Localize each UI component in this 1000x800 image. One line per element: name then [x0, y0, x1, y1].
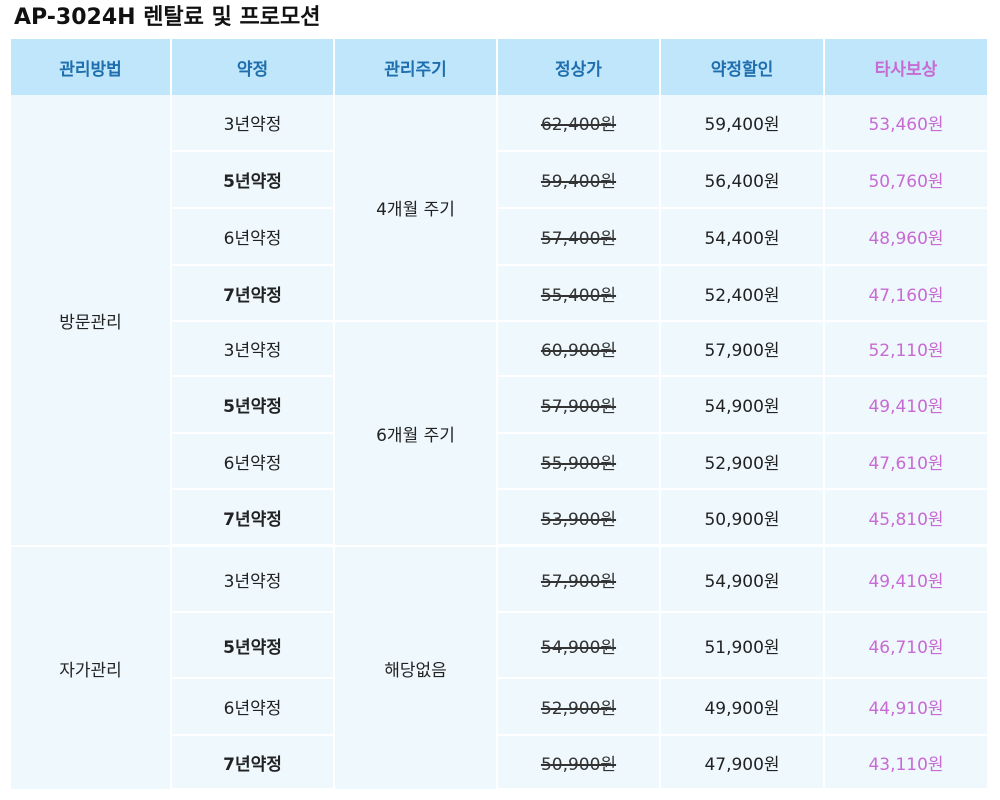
- pricing-table: 관리방법 약정 관리주기 정상가 약정할인 타사보상 방문관리 3년약정 4개월 주…: [11, 39, 989, 791]
- cell-other-compensation-price: 45,810원: [825, 490, 989, 547]
- table-row: 6년약정 57,400원 54,400원 48,960원: [11, 209, 989, 266]
- table-row: 7년약정 50,900원 47,900원 43,110원: [11, 736, 989, 791]
- cell-list-price: 57,400원: [498, 209, 661, 266]
- list-price-strikethrough: 52,900원: [540, 699, 617, 719]
- table-row: 6년약정 52,900원 49,900원 44,910원: [11, 679, 989, 736]
- header-contract: 약정: [172, 39, 335, 95]
- cell-other-compensation-price: 49,410원: [825, 377, 989, 434]
- cell-cycle: 6개월 주기: [335, 322, 498, 547]
- cell-contract: 6년약정: [172, 679, 335, 736]
- cell-cycle: 4개월 주기: [335, 95, 498, 322]
- cell-other-compensation-price: 43,110원: [825, 736, 989, 791]
- cell-discount-price: 49,900원: [661, 679, 825, 736]
- table-header-row: 관리방법 약정 관리주기 정상가 약정할인 타사보상: [11, 39, 989, 95]
- cell-list-price: 54,900원: [498, 613, 661, 679]
- header-other-compensation: 타사보상: [825, 39, 989, 95]
- cell-contract: 3년약정: [172, 95, 335, 152]
- cell-contract: 5년약정: [172, 613, 335, 679]
- table-body: 방문관리 3년약정 4개월 주기 62,400원 59,400원 53,460원 5년약정 5…: [11, 95, 989, 791]
- cell-other-compensation-price: 49,410원: [825, 547, 989, 613]
- table-row: 6년약정 55,900원 52,900원 47,610원: [11, 434, 989, 490]
- list-price-strikethrough: 50,900원: [540, 754, 617, 775]
- cell-method: 방문관리: [11, 95, 172, 547]
- list-price-strikethrough: 57,400원: [540, 229, 617, 249]
- list-price-strikethrough: 59,400원: [540, 172, 617, 192]
- list-price-strikethrough: 60,900원: [540, 341, 617, 361]
- table-row: 5년약정 59,400원 56,400원 50,760원: [11, 152, 989, 209]
- cell-contract: 3년약정: [172, 322, 335, 377]
- page-title: AP-3024H 렌탈료 및 프로모션: [14, 5, 321, 30]
- cell-discount-price: 52,400원: [661, 266, 825, 322]
- table-row: 7년약정 55,400원 52,400원 47,160원: [11, 266, 989, 322]
- list-price-strikethrough: 57,900원: [540, 397, 617, 417]
- cell-discount-price: 57,900원: [661, 322, 825, 377]
- list-price-strikethrough: 54,900원: [540, 637, 617, 658]
- cell-list-price: 55,400원: [498, 266, 661, 322]
- cell-list-price: 55,900원: [498, 434, 661, 490]
- header-list-price: 정상가: [498, 39, 661, 95]
- cell-discount-price: 51,900원: [661, 613, 825, 679]
- header-discount: 약정할인: [661, 39, 825, 95]
- list-price-strikethrough: 57,900원: [540, 571, 617, 592]
- cell-contract: 6년약정: [172, 434, 335, 490]
- cell-discount-price: 59,400원: [661, 95, 825, 152]
- cell-discount-price: 54,900원: [661, 377, 825, 434]
- cell-method: 자가관리: [11, 547, 172, 791]
- cell-contract: 7년약정: [172, 266, 335, 322]
- cell-list-price: 57,900원: [498, 547, 661, 613]
- list-price-strikethrough: 62,400원: [540, 115, 617, 135]
- cell-contract: 6년약정: [172, 209, 335, 266]
- cell-other-compensation-price: 47,160원: [825, 266, 989, 322]
- cell-list-price: 62,400원: [498, 95, 661, 152]
- cell-other-compensation-price: 48,960원: [825, 209, 989, 266]
- header-cycle: 관리주기: [335, 39, 498, 95]
- list-price-strikethrough: 55,900원: [540, 453, 617, 474]
- table-row: 5년약정 54,900원 51,900원 46,710원: [11, 613, 989, 679]
- cell-list-price: 52,900원: [498, 679, 661, 736]
- cell-discount-price: 52,900원: [661, 434, 825, 490]
- cell-cycle: 해당없음: [335, 547, 498, 791]
- table-row: 3년약정 6개월 주기 60,900원 57,900원 52,110원: [11, 322, 989, 547]
- table-row: 7년약정 53,900원 50,900원 45,810원: [11, 490, 989, 547]
- list-price-strikethrough: 55,400원: [540, 285, 617, 306]
- table-row: 5년약정 57,900원 54,900원 49,410원: [11, 377, 989, 434]
- cell-discount-price: 56,400원: [661, 152, 825, 209]
- table-row: 자가관리 3년약정 해당없음 57,900원 54,900원 49,410원: [11, 547, 989, 791]
- cell-other-compensation-price: 44,910원: [825, 679, 989, 736]
- cell-other-compensation-price: 46,710원: [825, 613, 989, 679]
- cell-contract: 7년약정: [172, 736, 335, 791]
- cell-discount-price: 50,900원: [661, 490, 825, 547]
- cell-list-price: 53,900원: [498, 490, 661, 547]
- cell-list-price: 50,900원: [498, 736, 661, 791]
- list-price-strikethrough: 53,900원: [540, 509, 617, 530]
- cell-list-price: 59,400원: [498, 152, 661, 209]
- cell-list-price: 57,900원: [498, 377, 661, 434]
- cell-contract: 3년약정: [172, 547, 335, 613]
- table-row: 방문관리 3년약정 4개월 주기 62,400원 59,400원 53,460원: [11, 95, 989, 547]
- cell-other-compensation-price: 52,110원: [825, 322, 989, 377]
- cell-other-compensation-price: 53,460원: [825, 95, 989, 152]
- cell-contract: 5년약정: [172, 152, 335, 209]
- cell-discount-price: 54,400원: [661, 209, 825, 266]
- cell-discount-price: 47,900원: [661, 736, 825, 791]
- cell-other-compensation-price: 50,760원: [825, 152, 989, 209]
- header-method: 관리방법: [11, 39, 172, 95]
- cell-list-price: 60,900원: [498, 322, 661, 377]
- cell-contract: 5년약정: [172, 377, 335, 434]
- cell-discount-price: 54,900원: [661, 547, 825, 613]
- cell-other-compensation-price: 47,610원: [825, 434, 989, 490]
- cell-contract: 7년약정: [172, 490, 335, 547]
